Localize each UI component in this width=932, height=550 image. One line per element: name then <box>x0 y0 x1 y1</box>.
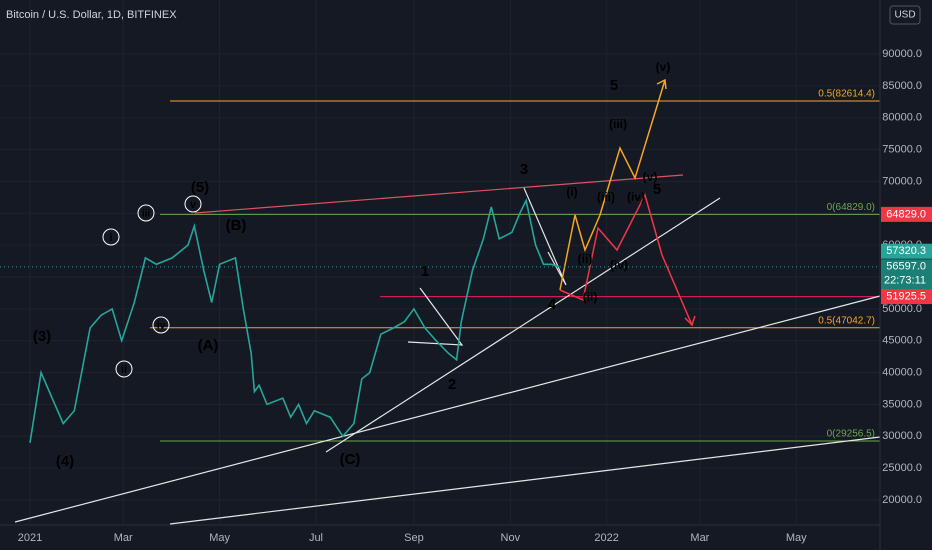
wave-label: ii <box>121 364 127 376</box>
trend-line <box>169 436 881 525</box>
wave-label: (B) <box>226 217 247 234</box>
x-tick-label: Sep <box>404 532 424 544</box>
x-tick-label: Nov <box>501 532 521 544</box>
y-tick-label: 35000.0 <box>882 398 922 410</box>
wave-label: (ii) <box>578 252 593 266</box>
y-tick-label: 75000.0 <box>882 143 922 155</box>
y-tick-label: 45000.0 <box>882 335 922 347</box>
wave-label: (C) <box>340 451 361 468</box>
wave-label: iv <box>157 321 166 332</box>
trend-line <box>325 197 721 453</box>
arrow-head <box>684 315 696 327</box>
wave-circle <box>184 195 202 213</box>
trend-line <box>14 295 881 523</box>
wave-label: (4) <box>56 453 74 470</box>
currency-box <box>889 5 921 25</box>
y-tick-label: 30000.0 <box>882 430 922 442</box>
wave-label: (iv) <box>627 190 645 204</box>
y-tick-label: 50000.0 <box>882 303 922 315</box>
level-label: 0(64829.0) <box>827 202 875 213</box>
wave-label: (v) <box>643 170 658 184</box>
level-label: 0.5(47042.7) <box>818 315 875 326</box>
wave-label: (i) <box>566 185 577 199</box>
wave-label: v <box>190 199 197 211</box>
level-label: 0(29256.5) <box>827 429 875 440</box>
wave-triangle <box>523 187 567 286</box>
series <box>0 198 880 443</box>
wave-label: (5) <box>191 179 209 196</box>
x-tick-label: May <box>786 532 807 544</box>
level-label: 0.5(82614.4) <box>818 89 875 100</box>
y-tick-label: 80000.0 <box>882 112 922 124</box>
y-tick-label: 70000.0 <box>882 175 922 187</box>
x-tick-label: Jul <box>309 532 323 544</box>
grid <box>0 0 880 525</box>
price-tag-label: 51925.5 <box>886 290 926 302</box>
x-tick-label: 2021 <box>18 532 42 544</box>
price-tag <box>881 289 932 305</box>
wave-label: (ii) <box>583 290 598 304</box>
y-tick-label: 25000.0 <box>882 462 922 474</box>
x-tick-label: 2022 <box>594 532 618 544</box>
wave-label: (A) <box>198 337 219 354</box>
currency: USD <box>894 10 915 21</box>
y-tick-label: 40000.0 <box>882 366 922 378</box>
wave-label: (iii) <box>609 117 627 131</box>
wave-label: 5 <box>610 77 618 94</box>
wave-label: (iv) <box>610 258 628 272</box>
price-line <box>29 198 560 443</box>
wave-triangle <box>407 287 464 346</box>
y-tick-label: 85000.0 <box>882 80 922 92</box>
x-tick-label: Mar <box>114 532 133 544</box>
wave-label: 2 <box>448 376 456 393</box>
wave-circle <box>102 228 120 246</box>
wave-circle <box>152 316 170 334</box>
wave-label: (v) <box>656 60 671 74</box>
wave-circle <box>115 360 133 378</box>
arrow-head <box>656 78 667 90</box>
wave-label: 4 <box>548 296 557 313</box>
price-tag <box>881 259 932 290</box>
price-tag <box>881 243 932 259</box>
y-tick-label: 90000.0 <box>882 48 922 60</box>
price-tags: 64829.0 57320.3 56597.0 22:73:11 51925.5 <box>881 206 932 305</box>
wave-label: 3 <box>520 161 528 178</box>
wave-circle <box>137 204 155 222</box>
price-tag-label: 57320.3 <box>886 245 926 257</box>
price-tag <box>881 206 932 222</box>
x-tick-label: May <box>209 532 230 544</box>
countdown: 22:73:11 <box>884 275 926 287</box>
wave-label: (iii) <box>597 190 615 204</box>
wave-label: (3) <box>33 328 51 345</box>
y-tick-label: 20000.0 <box>882 494 922 506</box>
wave-label: i <box>109 232 112 244</box>
levels: 0.5(82614.4) 0(64829.0) 0.5(47042.7) 0(2925… <box>150 89 880 442</box>
wave-label: iii <box>142 209 151 220</box>
projection-path <box>559 79 666 291</box>
wave-label: 1 <box>421 263 429 280</box>
wave-label: 5 <box>653 181 661 198</box>
x-tick-label: Mar <box>690 532 709 544</box>
projection-path <box>559 192 693 326</box>
price-tag-label: 64829.0 <box>886 208 926 220</box>
price-tag-label: 56597.0 <box>886 261 926 273</box>
trend-lines <box>14 78 881 525</box>
trend-line <box>194 174 684 214</box>
wave-labels: (3) (4) (5) i ii iii iv v (A) (B) (C) 1 … <box>33 60 671 470</box>
chart-title: Bitcoin / U.S. Dollar, 1D, BITFINEX <box>6 9 177 21</box>
